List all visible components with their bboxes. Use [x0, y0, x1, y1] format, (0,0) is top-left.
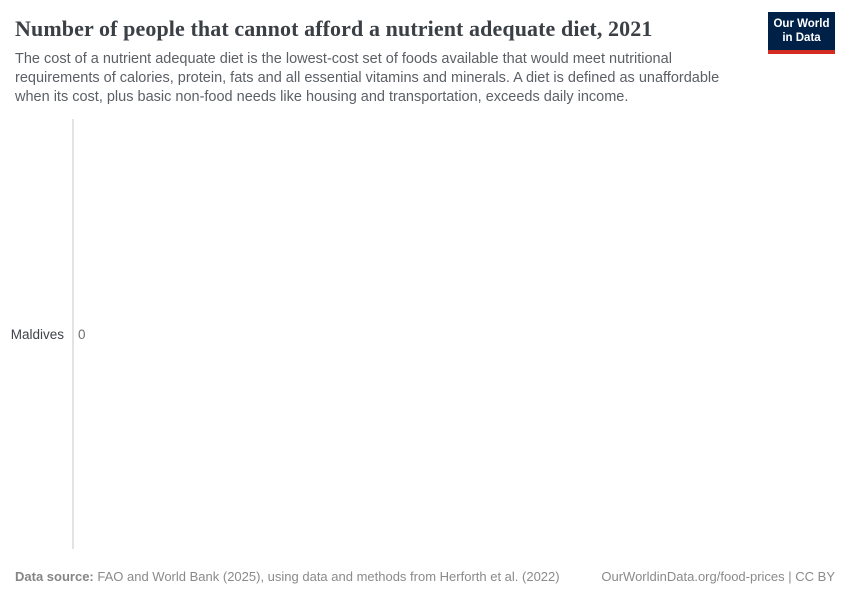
bar-value-maldives: 0 [78, 326, 86, 342]
owid-logo-line1: Our World [773, 18, 830, 30]
data-source-label: Data source: [15, 569, 94, 584]
data-source-text: FAO and World Bank (2025), using data an… [97, 569, 560, 584]
chart-header: Number of people that cannot afford a nu… [0, 0, 850, 107]
y-axis-line [72, 119, 74, 549]
data-source-line: Data source: FAO and World Bank (2025), … [15, 569, 560, 585]
bar-chart: Maldives 0 [0, 119, 850, 549]
bar-and-value: 0 [78, 326, 86, 342]
chart-title: Number of people that cannot afford a nu… [15, 16, 653, 41]
chart-subtitle: The cost of a nutrient adequate diet is … [15, 51, 720, 105]
chart-footer: Data source: FAO and World Bank (2025), … [15, 569, 835, 585]
owid-logo[interactable]: Our World in Data [768, 12, 835, 54]
entity-label-maldives[interactable]: Maldives [10, 326, 64, 342]
attribution-link[interactable]: OurWorldinData.org/food-prices | CC BY [601, 569, 835, 584]
owid-logo-line2: in Data [782, 32, 821, 44]
bar-row-maldives: Maldives 0 [0, 119, 850, 549]
